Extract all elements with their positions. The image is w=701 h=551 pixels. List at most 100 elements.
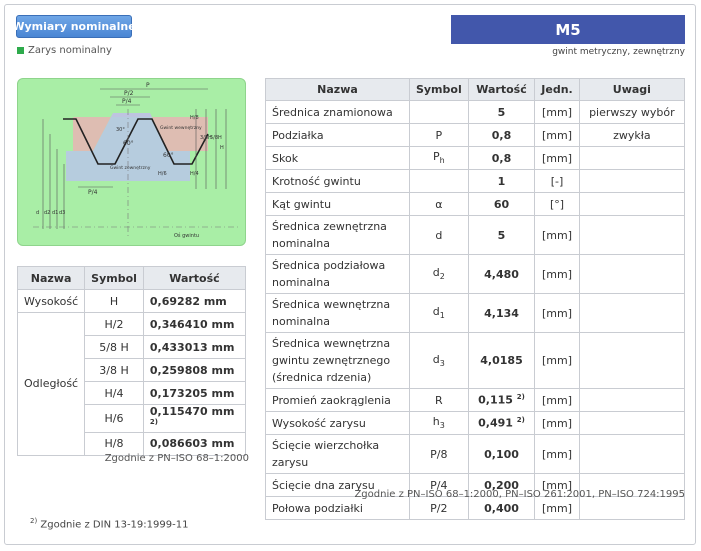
- rt-row-value: 4,0185: [480, 354, 523, 367]
- thread-subtitle: gwint metryczny, zewnętrzny: [552, 47, 685, 57]
- rt-row-note: [578, 332, 686, 389]
- rt-row-value-cell: 4,134: [467, 293, 536, 333]
- table-row: Średnica znamionowa 5 [mm] pierwszy wybór: [265, 100, 686, 124]
- label-angle-60: 60°: [123, 140, 134, 147]
- rt-header-symbol: Symbol: [408, 78, 469, 101]
- rt-row-symbol: P: [432, 150, 440, 164]
- label-h: H: [220, 145, 224, 151]
- table-row: Średnica wewnętrzna gwintu zewnętrznego …: [265, 332, 686, 389]
- rt-row-name: Krotność gwintu: [265, 169, 410, 193]
- label-d2: d2: [44, 210, 50, 216]
- rt-row-value-cell: 0,400: [467, 496, 536, 520]
- footnote-ref: 2): [516, 393, 525, 402]
- nominal-dimensions-tab[interactable]: Wymiary nominalne: [12, 15, 136, 38]
- rt-row-unit: [mm]: [534, 411, 580, 435]
- label-h58: 5/8H: [210, 135, 222, 141]
- rt-row-value: 5: [497, 228, 506, 242]
- legend-label: Zarys nominalny: [28, 45, 112, 56]
- rt-row-symbol-sub: 2: [439, 272, 445, 282]
- lt-height-value: 0,69282 mm: [142, 289, 247, 313]
- table-row: Odległość H/2 0,346410 mm: [16, 312, 247, 456]
- rt-row-unit: [mm]: [534, 100, 580, 124]
- internal-thread-region: [73, 113, 208, 151]
- table-row: H/8 0,086603 mm: [18, 431, 247, 456]
- rt-row-value: 4,480: [484, 267, 519, 281]
- rt-row-symbol-sub: 3: [439, 421, 445, 431]
- rt-row-value-cell: 5: [467, 215, 536, 255]
- rt-row-symbol-sub: h: [439, 156, 445, 166]
- table-row: Podziałka P 0,8 [mm] zwykła: [265, 123, 686, 147]
- rt-row-value: 0,491: [478, 416, 513, 430]
- rt-row-symbol-cell: [408, 100, 469, 124]
- rt-header-unit: Jedn.: [534, 78, 580, 101]
- label-h8: H/8: [190, 115, 199, 121]
- rt-row-unit: [mm]: [534, 434, 580, 474]
- rt-row-note: [578, 411, 686, 435]
- rt-row-unit: [mm]: [534, 215, 580, 255]
- rt-row-symbol-cell: d1: [408, 293, 469, 333]
- height-distance-table: Nazwa Symbol Wartość Wysokość H 0,69282 …: [16, 266, 247, 456]
- rt-row-symbol: h: [432, 415, 440, 429]
- lt-row-symbol: H/4: [84, 381, 144, 405]
- rt-header-notes: Uwagi: [578, 78, 686, 101]
- rt-row-name: Średnica zewnętrzna nominalna: [265, 215, 410, 255]
- lt-row-value-cell: 0,433013 mm: [142, 335, 247, 359]
- rt-row-value: 0,8: [491, 151, 512, 165]
- rt-row-symbol: α: [435, 197, 443, 211]
- rt-row-name: Wysokość zarysu: [265, 411, 410, 435]
- lt-row-value-cell: 0,173205 mm: [142, 381, 247, 405]
- rt-row-name: Kąt gwintu: [265, 192, 410, 216]
- rt-row-name: Średnica wewnętrzna gwintu zewnętrznego …: [265, 332, 410, 389]
- rt-row-unit: [mm]: [534, 146, 580, 170]
- rt-row-value-cell: 0,491 2): [467, 411, 536, 435]
- rt-row-value: 4,134: [484, 306, 519, 320]
- rt-row-symbol: P/4: [430, 478, 448, 492]
- rt-row-symbol-cell: d: [408, 215, 469, 255]
- legend-swatch: [17, 47, 24, 54]
- lt-height-name: Wysokość: [16, 289, 86, 313]
- label-h6: H/6: [158, 171, 167, 177]
- table-row: Ścięcie dna zarysu P/4 0,200 [mm]: [265, 473, 686, 497]
- rt-row-unit: [mm]: [534, 254, 580, 294]
- lt-row-value: 0,259808 mm: [149, 363, 235, 377]
- thread-profile-diagram: P P/2 P/4 P/4 60° 60° 30° Gwint wewnętrz…: [17, 78, 246, 246]
- rt-row-symbol-cell: P/2: [408, 496, 469, 520]
- table-row: Wysokość H 0,69282 mm: [16, 289, 247, 313]
- rt-row-unit: [°]: [534, 192, 580, 216]
- rt-row-unit: [mm]: [534, 123, 580, 147]
- lt-row-value-cell: 0,346410 mm: [142, 312, 247, 336]
- table-row: Średnica wewnętrzna nominalna d1 4,134 [mm]: [265, 293, 686, 333]
- rt-row-symbol: P/8: [430, 447, 448, 461]
- table-row: H/4 0,173205 mm: [18, 381, 247, 405]
- lt-row-symbol: 5/8 H: [84, 335, 144, 359]
- rt-row-value-cell: 0,100: [467, 434, 536, 474]
- rt-row-note: [578, 434, 686, 474]
- rt-row-name: Średnica znamionowa: [265, 100, 410, 124]
- lt-row-value-cell: 0,086603 mm: [142, 431, 247, 456]
- label-external-thread: Gwint zewnętrzny: [110, 165, 151, 171]
- rt-row-symbol-cell: P/4: [408, 473, 469, 497]
- lt-header-value: Wartość: [142, 266, 247, 290]
- table-row: Średnica podziałowa nominalna d2 4,480 [mm]: [265, 254, 686, 294]
- rt-row-symbol: P/2: [430, 501, 448, 515]
- table-row: Skok Ph 0,8 [mm]: [265, 146, 686, 170]
- lt-height-symbol: H: [84, 289, 144, 313]
- rt-row-note: [578, 496, 686, 520]
- lt-header-symbol: Symbol: [84, 266, 144, 290]
- rt-row-symbol-cell: R: [408, 388, 469, 412]
- rt-row-value: 0,400: [484, 501, 519, 515]
- legend: Zarys nominalny: [17, 45, 112, 56]
- rt-row-name: Średnica wewnętrzna nominalna: [265, 293, 410, 333]
- rt-row-symbol: P: [435, 128, 443, 142]
- rt-row-note: [578, 146, 686, 170]
- rt-row-note: [578, 254, 686, 294]
- table-row: Promień zaokrąglenia R 0,115 2) [mm]: [265, 388, 686, 412]
- rt-row-note: zwykła: [578, 123, 686, 147]
- left-table-source: Zgodnie z PN–ISO 68–1:2000: [104, 453, 249, 464]
- lt-row-value: 0,086603 mm: [149, 437, 235, 451]
- lt-row-symbol: H/8: [84, 431, 144, 456]
- label-h4: H/4: [190, 171, 199, 177]
- rt-row-unit: [-]: [534, 169, 580, 193]
- lt-row-symbol: H/2: [84, 312, 144, 336]
- rt-row-symbol-sub: 1: [439, 311, 445, 321]
